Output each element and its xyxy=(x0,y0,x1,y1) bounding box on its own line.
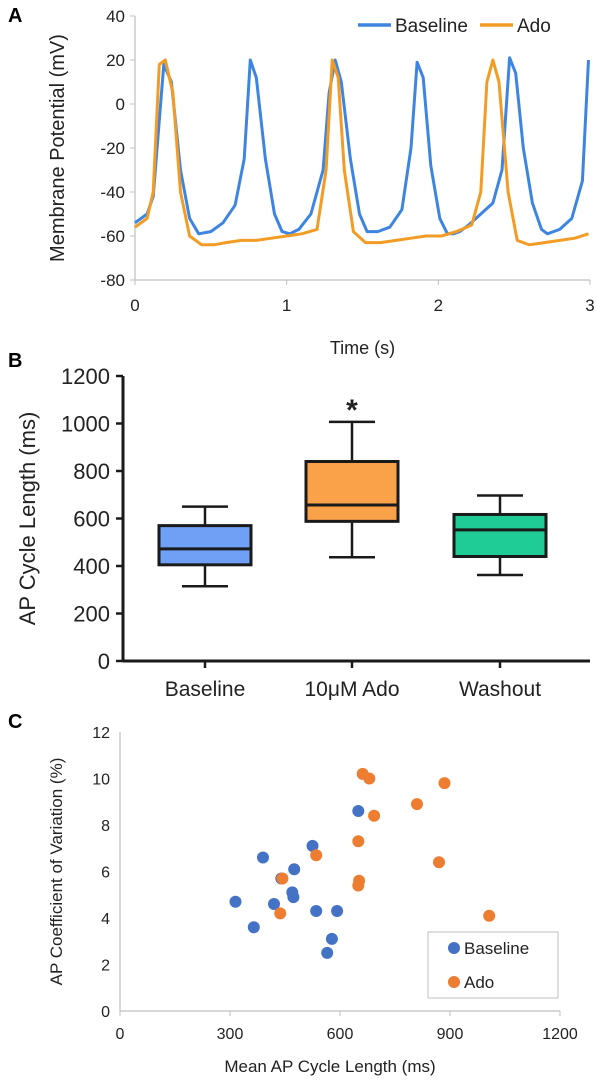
scatter-point-baseline xyxy=(352,805,365,817)
significance-asterisk: * xyxy=(346,394,358,427)
y-tick-label: -20 xyxy=(100,139,125,158)
y-tick-label: 2 xyxy=(101,958,110,975)
x-tick-label: 600 xyxy=(327,1026,354,1043)
box-iqr xyxy=(452,512,548,559)
scatter-point-baseline xyxy=(247,921,260,934)
scatter-point-baseline xyxy=(257,851,269,864)
x-tick-label: 300 xyxy=(217,1026,244,1043)
scatter-point-baseline xyxy=(325,932,338,945)
y-tick-label: 0 xyxy=(98,649,110,674)
scatter-point-baseline xyxy=(306,839,319,852)
x-tick-label: 10μM Ado xyxy=(305,678,400,701)
scatter-point-ado xyxy=(438,777,451,790)
panel-b-box-plot: 1200 1000 800 600 400 200 0 AP Cycle Length (ms… xyxy=(15,364,590,701)
scatter-point-baseline xyxy=(268,898,280,910)
scatter-point-baseline xyxy=(229,895,242,908)
y-tick-label: -80 xyxy=(100,271,125,290)
scatter-point-ado xyxy=(352,879,365,892)
y-tick-label: 4 xyxy=(101,911,110,928)
scatter-point-baseline xyxy=(288,863,301,876)
y-axis-title: AP Coefficient of Variation (%) xyxy=(47,758,66,986)
legend-box xyxy=(427,931,559,999)
scatter-point-ado xyxy=(433,856,445,869)
scatter-point-baseline xyxy=(287,891,300,904)
scatter-point-ado xyxy=(363,772,376,785)
legend-marker-ado xyxy=(448,976,460,988)
x-tick-label: 2 xyxy=(434,296,443,315)
y-tick-label: 1200 xyxy=(61,364,110,389)
series-line-baseline xyxy=(134,56,590,236)
y-tick-label: 0 xyxy=(116,95,125,114)
scatter-point-ado xyxy=(411,798,423,811)
y-tick-label: 40 xyxy=(106,7,125,26)
series-line-ado xyxy=(134,58,589,247)
y-tick-label: -40 xyxy=(100,183,125,202)
legend-marker-baseline xyxy=(448,942,460,954)
panel-letter-b: B xyxy=(8,350,22,372)
scatter-point-ado xyxy=(483,909,496,922)
x-tick-label: 1 xyxy=(282,296,291,315)
scatter-point-baseline xyxy=(310,905,323,917)
x-axis-title: Mean AP Cycle Length (ms) xyxy=(224,1057,435,1076)
y-tick-label: 600 xyxy=(73,507,110,532)
y-tick-label: 10 xyxy=(92,772,110,789)
y-tick-label: 1000 xyxy=(61,412,110,437)
scatter-point-ado xyxy=(368,809,381,822)
legend-label-ado: Ado xyxy=(464,973,494,992)
panel-a-line-chart: 40 20 0 -20 -40 -60 -80 0 1 2 3 Time (s) Membrane Po… xyxy=(47,7,595,358)
x-axis-title: Time (s) xyxy=(330,338,395,358)
y-tick-label: 6 xyxy=(101,865,110,882)
scatter-point-baseline xyxy=(331,905,344,917)
x-tick-label: Washout xyxy=(459,678,541,701)
y-axis-title: AP Cycle Length (ms) xyxy=(15,412,40,626)
y-tick-label: 400 xyxy=(73,554,110,579)
scatter-point-ado xyxy=(310,849,323,862)
y-tick-label: -60 xyxy=(100,227,125,246)
y-tick-label: 800 xyxy=(73,459,110,484)
legend-label-ado: Ado xyxy=(517,16,551,37)
y-tick-label: 0 xyxy=(101,1004,110,1021)
y-axis-title: Membrane Potential (mV) xyxy=(47,34,69,262)
scatter-point-ado xyxy=(352,835,365,848)
y-tick-label: 12 xyxy=(92,725,110,742)
panel-c-scatter-plot: 12 10 8 6 4 2 00 300 600 900 1200 Mean AP Cycle Len… xyxy=(47,725,578,1076)
scatter-point-ado xyxy=(276,872,289,885)
x-tick-label: 0 xyxy=(116,1026,125,1043)
panel-letter-c: C xyxy=(8,711,22,733)
x-tick-label: 900 xyxy=(437,1026,464,1043)
y-tick-label: 20 xyxy=(106,51,125,70)
x-tick-label: 3 xyxy=(585,296,594,315)
scatter-point-baseline xyxy=(321,946,334,959)
box-iqr xyxy=(304,460,400,523)
panel-letter-a: A xyxy=(8,5,22,27)
x-tick-label: Baseline xyxy=(165,678,246,701)
legend-label-baseline: Baseline xyxy=(464,939,529,958)
box-iqr xyxy=(157,524,253,567)
scatter-point-ado xyxy=(274,907,287,920)
y-tick-label: 8 xyxy=(101,818,110,835)
x-tick-label: 0 xyxy=(130,296,139,315)
y-tick-label: 200 xyxy=(73,602,110,627)
x-tick-label: 1200 xyxy=(542,1026,578,1043)
legend-label-baseline: Baseline xyxy=(395,16,468,37)
